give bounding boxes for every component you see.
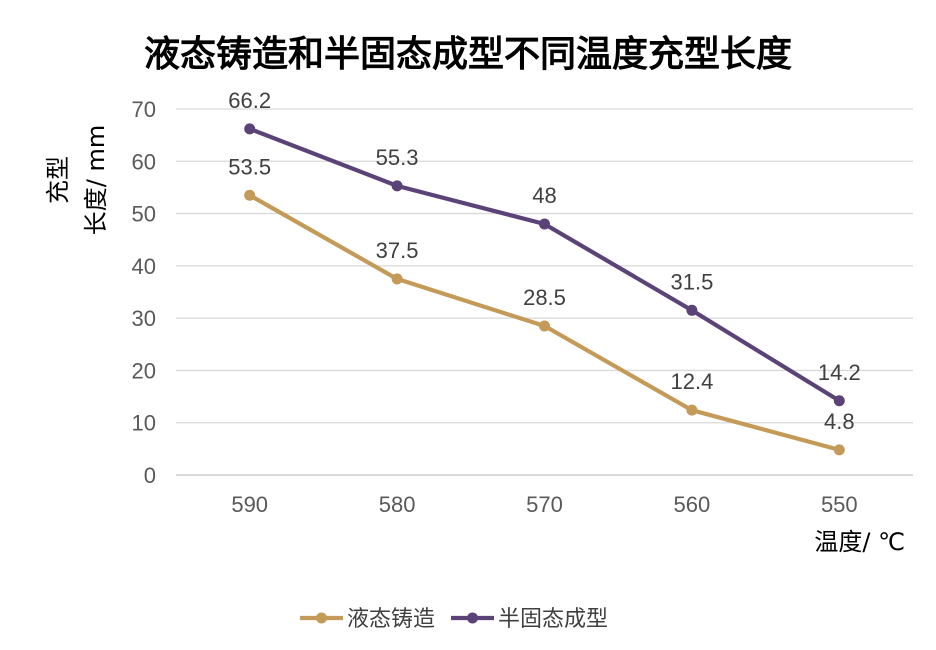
data-label: 55.3 [376, 145, 419, 170]
y-axis-title-line-1: 充型 [44, 156, 72, 204]
data-label: 31.5 [670, 269, 713, 294]
data-point [539, 320, 550, 332]
data-point [391, 180, 403, 192]
legend-marker [316, 612, 327, 624]
x-tick-label: 570 [526, 492, 563, 517]
data-label: 28.5 [523, 285, 566, 310]
y-tick-label: 40 [132, 254, 156, 279]
data-point [539, 218, 550, 230]
y-tick-label: 30 [132, 306, 156, 331]
data-label: 53.5 [228, 154, 271, 179]
data-point [833, 395, 845, 407]
data-point [833, 444, 845, 456]
data-labels: 53.5 37.5 28.5 12.4 4.8 66.2 55.3 48 31.5 14.2 [228, 88, 860, 434]
data-point [686, 404, 698, 416]
y-axis-ticks: 0 10 20 30 40 50 60 70 [132, 97, 156, 488]
legend-label: 半固态成型 [498, 607, 608, 632]
y-tick-label: 10 [132, 411, 156, 436]
y-tick-label: 20 [132, 358, 156, 383]
x-tick-label: 590 [231, 492, 268, 517]
data-label: 4.8 [824, 409, 855, 434]
y-tick-label: 0 [144, 463, 156, 488]
x-tick-label: 550 [821, 492, 858, 517]
chart-title: 液态铸造和半固态成型不同温度充型长度 [144, 34, 792, 75]
x-tick-label: 560 [674, 492, 711, 517]
legend-label: 液态铸造 [347, 607, 435, 632]
data-point [244, 123, 256, 135]
gridlines [176, 108, 913, 476]
y-tick-label: 70 [132, 97, 156, 122]
data-label: 37.5 [376, 238, 419, 263]
y-tick-label: 50 [132, 202, 156, 227]
y-axis-title-line-2: 长度/ mm [82, 125, 110, 235]
data-label: 48 [532, 183, 556, 208]
x-axis-title: 温度/ ℃ [814, 528, 905, 556]
y-axis-title: 充型 长度/ mm [44, 125, 110, 235]
series-line [247, 126, 842, 403]
data-label: 12.4 [670, 369, 713, 394]
legend: 液态铸造 半固态成型 [300, 607, 608, 632]
data-point [686, 304, 698, 316]
legend-marker [467, 612, 479, 624]
data-label: 14.2 [818, 360, 861, 385]
x-axis-ticks: 590 580 570 560 550 [231, 492, 857, 517]
data-point [391, 273, 403, 285]
series-lines [244, 123, 845, 456]
data-point [244, 189, 256, 201]
x-tick-label: 580 [379, 492, 416, 517]
y-tick-label: 60 [132, 149, 156, 174]
data-label: 66.2 [228, 88, 271, 113]
